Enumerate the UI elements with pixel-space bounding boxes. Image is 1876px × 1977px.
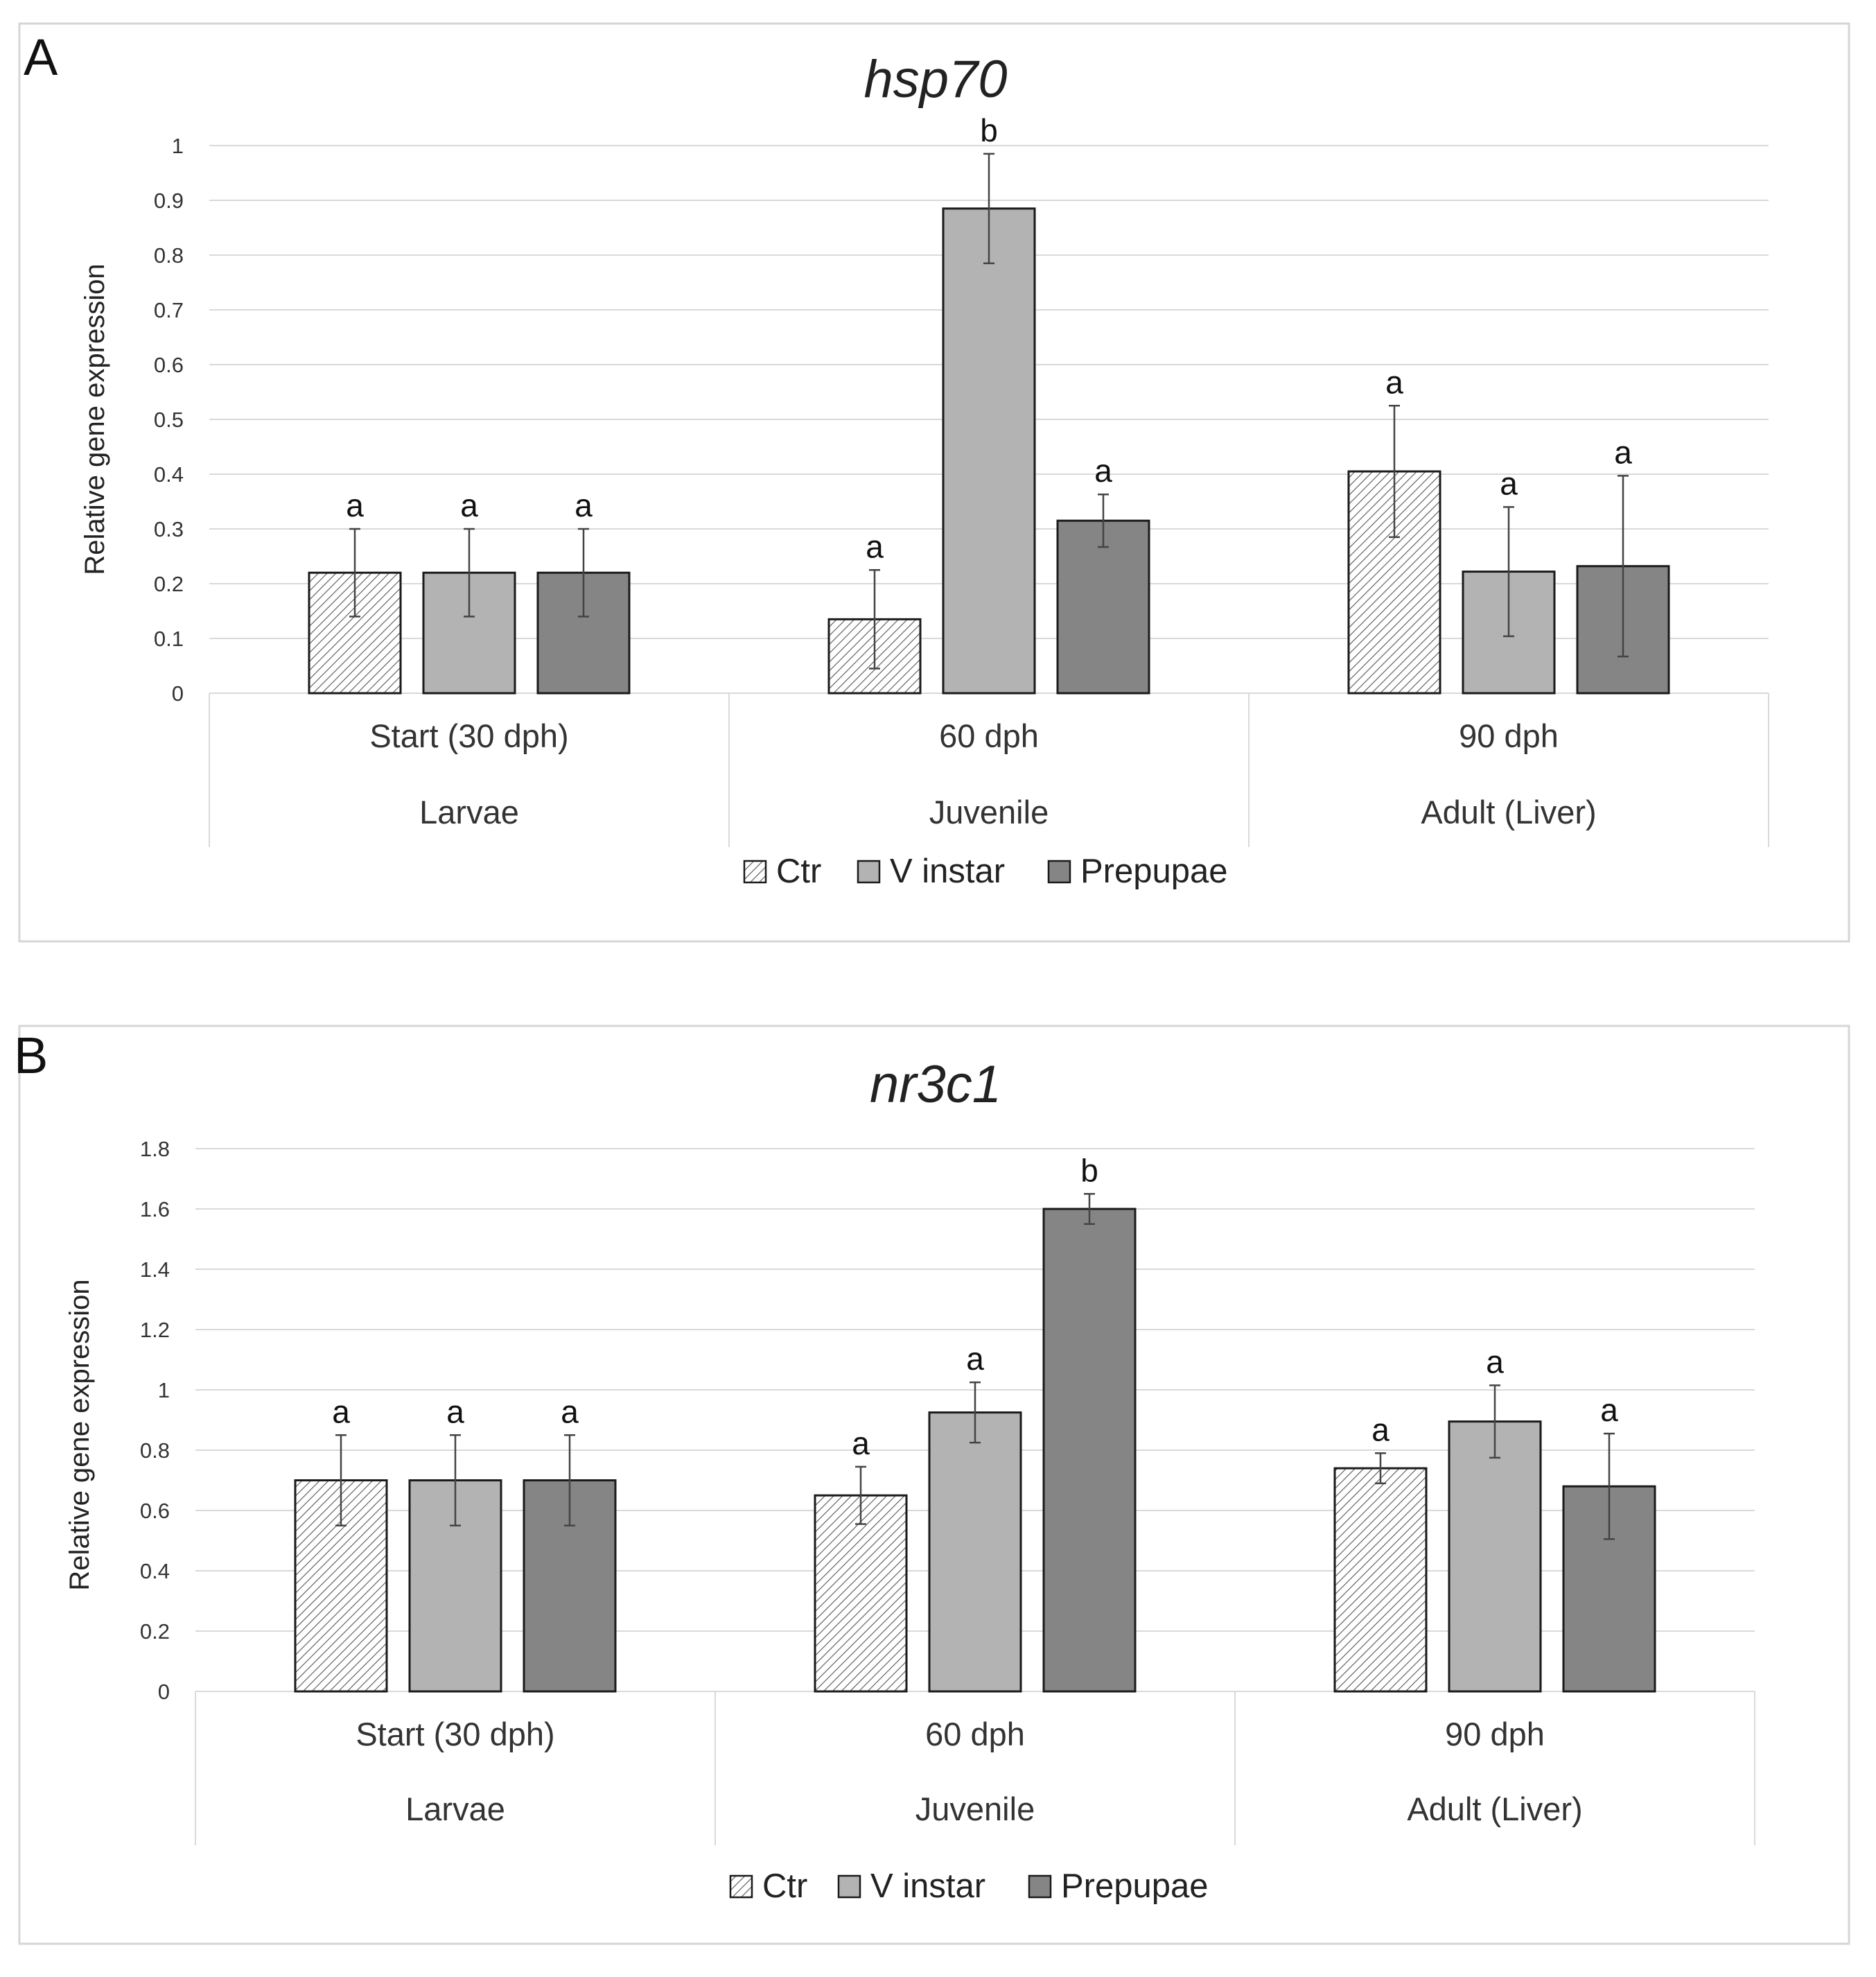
bar [942, 207, 1036, 695]
significance-label: a [575, 487, 593, 523]
legend-swatch [1047, 860, 1071, 884]
significance-label: a [1600, 1392, 1618, 1428]
legend-swatch [743, 860, 767, 884]
legend-label: Prepupae [1061, 1867, 1209, 1905]
chart-frame [18, 22, 1850, 943]
significance-label: b [1080, 1152, 1098, 1188]
legend-swatch [857, 860, 881, 884]
y-tick-label: 0.4 [140, 1559, 170, 1583]
legend-label: Ctr [762, 1867, 807, 1905]
y-tick-label: 0.1 [154, 627, 184, 651]
significance-label: a [1371, 1411, 1390, 1447]
legend-label: V instar [870, 1867, 985, 1905]
x-group-label: Juvenile [915, 1791, 1035, 1827]
x-group-label: Juvenile [929, 794, 1049, 830]
y-tick-label: 0 [158, 1680, 170, 1704]
chart-frame [18, 1025, 1850, 1945]
x-tick-label: 90 dph [1445, 1716, 1545, 1752]
y-tick-label: 0.2 [154, 572, 184, 596]
significance-label: a [1385, 364, 1403, 400]
y-tick-label: 1.6 [140, 1197, 170, 1221]
x-tick-label: 60 dph [939, 717, 1039, 754]
y-tick-label: 0.8 [154, 243, 184, 268]
legend-label: Prepupae [1080, 853, 1228, 890]
y-tick-label: 0.7 [154, 298, 184, 322]
bar [1333, 1467, 1428, 1693]
x-tick-label: 60 dph [925, 1716, 1025, 1752]
y-axis-label: Relative gene expression [64, 1279, 95, 1590]
legend-swatch [1028, 1874, 1052, 1899]
legend-swatch [729, 1874, 753, 1899]
y-tick-label: 1 [172, 134, 184, 158]
y-tick-label: 0.9 [154, 189, 184, 213]
y-tick-label: 1.2 [140, 1318, 170, 1342]
y-tick-label: 1.8 [140, 1137, 170, 1161]
bar [1042, 1208, 1137, 1693]
y-tick-label: 0.5 [154, 408, 184, 432]
x-tick-label: Start (30 dph) [369, 717, 568, 754]
chart-title: hsp70 [864, 50, 1007, 109]
y-tick-label: 1 [158, 1378, 170, 1402]
significance-label: a [1094, 453, 1112, 489]
panel-label: B [14, 1027, 48, 1084]
y-tick-label: 0.6 [154, 353, 184, 377]
chart-title: nr3c1 [870, 1055, 1001, 1114]
panel-label: A [24, 28, 58, 86]
y-tick-label: 0.8 [140, 1438, 170, 1463]
x-group-label: Larvae [419, 794, 519, 830]
significance-label: a [866, 528, 884, 564]
y-tick-label: 0.3 [154, 517, 184, 541]
significance-label: a [966, 1341, 984, 1377]
significance-label: a [346, 487, 364, 523]
y-tick-label: 0.2 [140, 1619, 170, 1644]
significance-label: a [852, 1425, 870, 1461]
significance-label: b [980, 112, 998, 148]
y-tick-label: 0 [172, 681, 184, 706]
significance-label: a [1500, 465, 1518, 501]
significance-label: a [1614, 434, 1632, 470]
bar [1448, 1420, 1542, 1693]
bar [928, 1411, 1022, 1693]
bar [1056, 519, 1150, 695]
y-tick-label: 1.4 [140, 1257, 170, 1282]
x-group-label: Adult (Liver) [1421, 794, 1596, 830]
legend-label: V instar [890, 853, 1005, 890]
y-tick-label: 0.6 [140, 1499, 170, 1523]
significance-label: a [460, 487, 478, 523]
y-axis-label: Relative gene expression [80, 263, 110, 575]
x-tick-label: 90 dph [1459, 717, 1559, 754]
legend-label: Ctr [776, 853, 821, 890]
legend-swatch [837, 1874, 861, 1899]
significance-label: a [1486, 1343, 1504, 1379]
y-tick-label: 0.4 [154, 462, 184, 487]
x-tick-label: Start (30 dph) [356, 1716, 554, 1752]
x-group-label: Adult (Liver) [1407, 1791, 1582, 1827]
significance-label: a [332, 1393, 350, 1429]
x-group-label: Larvae [405, 1791, 505, 1827]
significance-label: a [446, 1393, 464, 1429]
significance-label: a [561, 1393, 579, 1429]
